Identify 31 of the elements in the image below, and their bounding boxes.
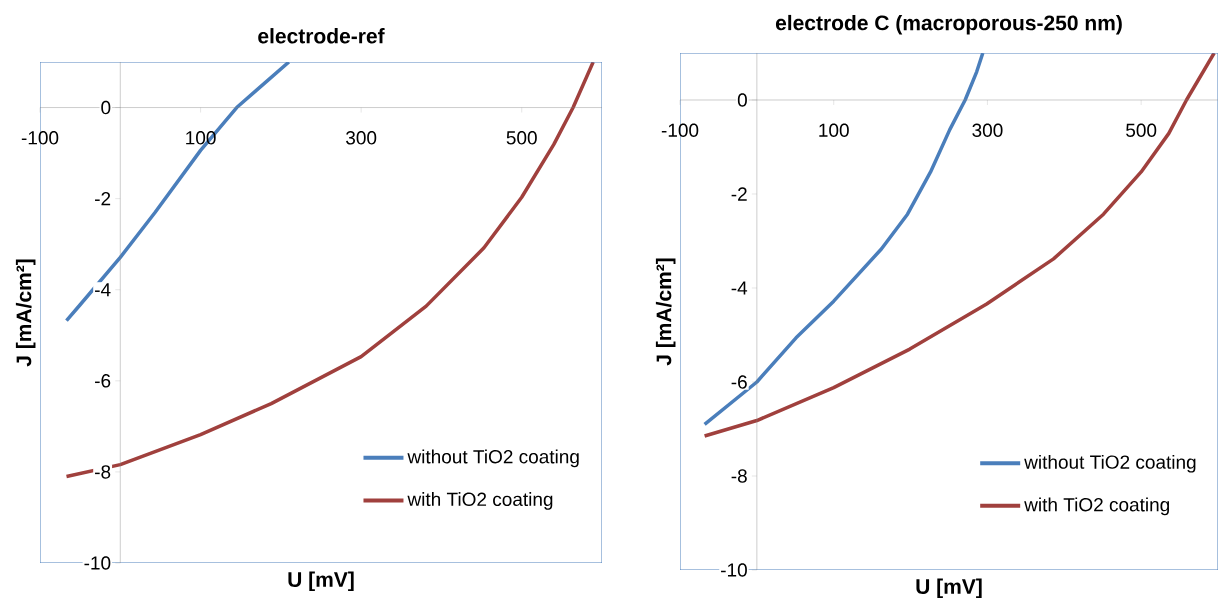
line-series: [64, 61, 595, 479]
legend-label: without TiO2 coating: [1024, 454, 1196, 473]
legend-label: without TiO2 coating: [407, 449, 579, 468]
y-tick-label: -8: [731, 469, 747, 483]
x-axis-title: U [mV]: [916, 578, 982, 599]
y-tick-label: 0: [737, 93, 747, 107]
y-tick-label: -6: [95, 374, 111, 388]
y-tick-label: -10: [84, 556, 111, 570]
y-axis-title: J [mA/cm²]: [15, 259, 36, 367]
x-tick-label: 500: [506, 131, 537, 145]
y-tick-label: -4: [731, 281, 748, 295]
y-tick-label: -10: [721, 563, 747, 577]
y-tick-label: -2: [731, 187, 747, 201]
x-tick-label: -100: [21, 131, 59, 145]
x-tick-label: 100: [819, 123, 849, 137]
y-tick-label: -2: [95, 192, 111, 206]
line-series: [702, 52, 1216, 438]
y-tick-label: 0: [101, 100, 111, 115]
chart-title: electrode C (macroporous-250 nm): [775, 14, 1122, 35]
y-tick-label: -6: [731, 375, 747, 389]
y-axis-title: J [mA/cm²]: [655, 258, 676, 366]
legend-label: with TiO2 coating: [407, 492, 553, 510]
chart-title: electrode-ref: [258, 28, 385, 44]
x-tick-label: 300: [346, 131, 377, 145]
x-tick-label: -100: [661, 123, 699, 137]
legend-label: with TiO2 coating: [1024, 497, 1170, 516]
y-tick-label: -8: [95, 465, 111, 479]
x-axis-title: U [mV]: [288, 571, 354, 592]
x-tick-label: 500: [1126, 123, 1157, 137]
y-tick-label: -4: [95, 283, 111, 297]
x-tick-label: 300: [972, 123, 1003, 137]
